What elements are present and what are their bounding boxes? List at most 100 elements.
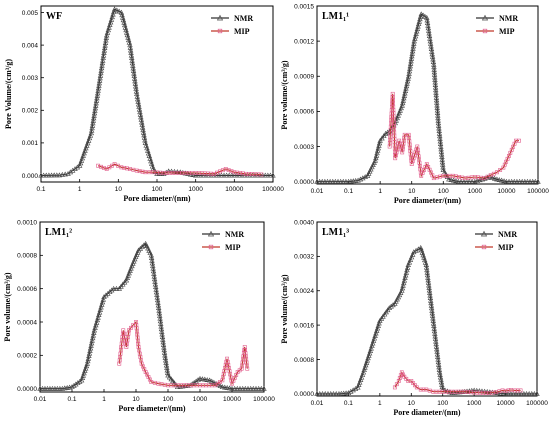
data-point (415, 23, 421, 29)
data-point (402, 275, 408, 280)
data-point (262, 172, 268, 178)
data-point (226, 168, 231, 172)
data-point (519, 178, 525, 184)
data-point (150, 263, 156, 268)
y-tick-label: 0.0008 (294, 357, 314, 364)
x-tick-label: 1000 (467, 400, 482, 407)
data-point (402, 88, 409, 93)
legend-marker (480, 230, 488, 237)
series-mip (117, 320, 250, 388)
data-point (107, 22, 113, 27)
data-point (434, 107, 441, 113)
data-point (99, 301, 105, 307)
data-point (206, 377, 213, 383)
legend-label: NMR (498, 230, 517, 239)
data-point (373, 155, 379, 161)
y-tick-label: 0.0000 (17, 386, 37, 393)
data-point (440, 161, 446, 167)
legend-label: MIP (499, 27, 515, 36)
y-axis-label: Pore volume/(cm³/g) (280, 60, 289, 129)
data-point (102, 40, 109, 45)
data-point (376, 142, 382, 148)
data-point (319, 391, 326, 396)
x-tick-label: 1 (102, 396, 106, 403)
data-point (439, 381, 445, 387)
data-point (151, 276, 158, 282)
data-point (430, 59, 437, 65)
data-point (434, 351, 441, 357)
data-point (231, 385, 238, 391)
data-point (87, 132, 94, 138)
series-mip (387, 91, 521, 181)
data-point (97, 72, 104, 78)
data-point (438, 376, 444, 382)
data-point (155, 302, 162, 308)
data-point (195, 377, 201, 383)
data-point (373, 152, 380, 158)
x-tick-label: 10 (115, 186, 123, 193)
data-point (426, 287, 433, 293)
data-point (438, 379, 445, 385)
data-point (130, 65, 136, 71)
data-point (372, 333, 378, 338)
data-point (436, 364, 442, 370)
x-tick-label: 100000 (527, 188, 549, 195)
data-point (501, 178, 507, 184)
data-point (439, 154, 445, 159)
data-point (62, 171, 68, 177)
data-point (432, 77, 438, 82)
data-point (130, 62, 136, 68)
data-point (386, 305, 393, 310)
data-point (153, 289, 160, 295)
data-point (427, 290, 433, 295)
data-point (56, 172, 63, 178)
data-point (431, 66, 437, 72)
data-point (400, 100, 406, 106)
data-point (133, 88, 140, 94)
panel-title: LM1₁¹ (322, 11, 349, 22)
x-tick-label: 100 (438, 188, 449, 195)
data-point (450, 177, 457, 183)
data-point (511, 178, 518, 184)
data-point (437, 374, 444, 380)
data-point (59, 171, 66, 177)
data-point (414, 28, 420, 34)
data-point (99, 60, 106, 66)
x-tick-label: 10 (408, 400, 416, 407)
data-point (515, 388, 520, 393)
data-point (330, 178, 336, 184)
data-point (85, 358, 91, 364)
data-point (397, 376, 402, 380)
data-point (132, 83, 139, 89)
y-axis-label: Pore volume/(cm³/g) (3, 272, 12, 341)
data-point (435, 112, 441, 118)
data-point (356, 382, 362, 387)
data-point (95, 87, 101, 93)
series-line (317, 246, 537, 395)
data-point (104, 29, 111, 35)
data-point (91, 110, 98, 116)
series-mip (96, 162, 264, 177)
data-point (431, 71, 438, 77)
data-point (154, 294, 160, 300)
data-point (431, 69, 438, 75)
data-point (429, 48, 435, 54)
data-point (360, 369, 367, 375)
data-point (154, 291, 160, 297)
data-point (433, 97, 440, 103)
data-point (116, 8, 122, 14)
data-point (405, 75, 411, 81)
data-point (436, 369, 443, 375)
data-point (257, 172, 263, 178)
data-point (429, 53, 436, 59)
data-point (79, 155, 86, 161)
data-point (374, 147, 381, 153)
data-point (513, 388, 517, 393)
data-point (89, 125, 95, 131)
data-point (439, 384, 445, 390)
data-point (404, 78, 411, 84)
data-point (107, 19, 114, 25)
x-tick-label: 10000 (497, 400, 515, 407)
data-point (92, 324, 98, 330)
x-tick-label: 10000 (225, 186, 243, 193)
